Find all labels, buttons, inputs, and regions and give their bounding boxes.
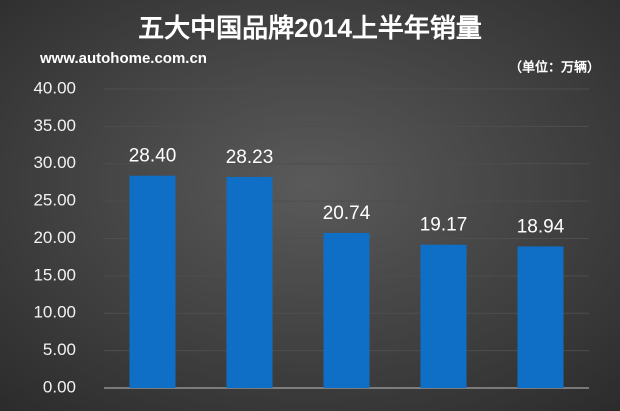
y-tick-label: 30.00 xyxy=(33,153,76,172)
bar xyxy=(420,244,467,388)
value-label: 19.17 xyxy=(420,215,468,236)
value-label: 20.74 xyxy=(323,203,371,224)
bar xyxy=(323,232,370,388)
y-tick-label: 20.00 xyxy=(33,228,76,247)
chart-subtitle: www.autohome.com.cn xyxy=(39,50,207,67)
value-label: 28.23 xyxy=(226,147,274,168)
value-label: 18.94 xyxy=(517,216,565,237)
bar xyxy=(226,176,273,388)
chart-title: 五大中国品牌2014上半年销量 xyxy=(138,13,482,43)
bar xyxy=(517,246,564,388)
y-tick-label: 25.00 xyxy=(33,191,76,210)
y-tick-label: 10.00 xyxy=(33,303,76,322)
unit-note: （单位：万辆） xyxy=(509,59,600,74)
value-label: 28.40 xyxy=(129,146,177,167)
y-tick-label: 35.00 xyxy=(33,116,76,135)
bar xyxy=(129,175,176,388)
y-tick-label: 0.00 xyxy=(43,377,76,396)
y-tick-label: 5.00 xyxy=(43,340,76,359)
y-tick-label: 40.00 xyxy=(33,78,76,97)
y-tick-label: 15.00 xyxy=(33,265,76,284)
